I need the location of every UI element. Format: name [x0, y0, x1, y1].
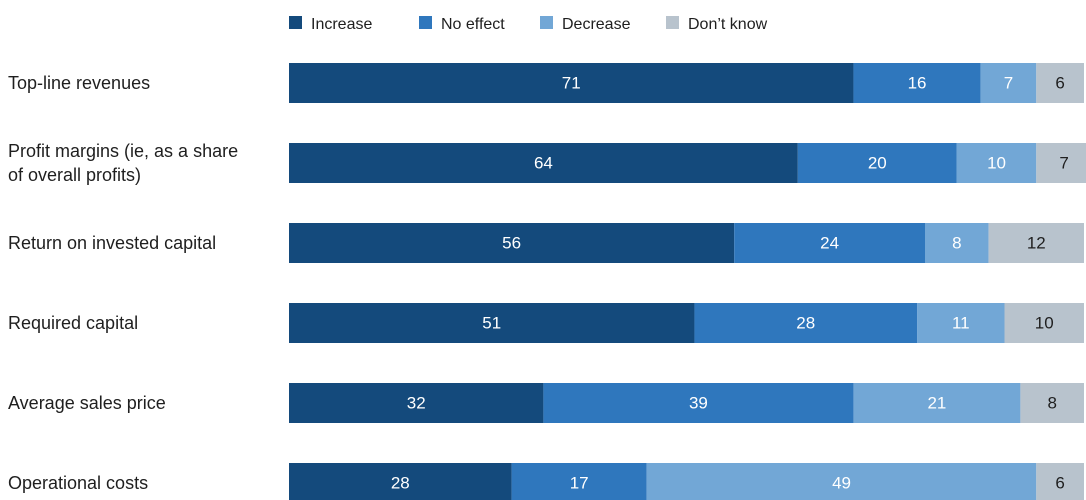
bar-segment — [289, 223, 735, 263]
bar-segment — [1004, 303, 1084, 343]
bar-segment — [1036, 63, 1084, 103]
data-label: 12 — [1027, 234, 1046, 253]
category-label: Operational costs — [8, 473, 148, 493]
data-label: 28 — [391, 474, 410, 493]
legend-label: Decrease — [562, 16, 631, 33]
data-label: 16 — [908, 74, 927, 93]
data-label: 8 — [1047, 394, 1056, 413]
category-label: Average sales price — [8, 393, 166, 413]
bar-segment — [694, 303, 918, 343]
bar-row: 64 20 10 7 — [289, 143, 1086, 183]
legend-swatch — [419, 16, 432, 29]
legend-label: No effect — [441, 16, 505, 33]
legend-item: Don’t know — [666, 16, 768, 33]
category-label: of overall profits) — [8, 165, 141, 185]
legend-swatch — [666, 16, 679, 29]
legend-label: Don’t know — [688, 16, 768, 33]
bar-segment — [289, 63, 854, 103]
legend: Increase No effect Decrease Don’t know — [289, 16, 768, 33]
data-label: 28 — [796, 314, 815, 333]
category-labels: Top-line revenues Profit margins (ie, as … — [8, 73, 238, 493]
data-label: 7 — [1059, 154, 1068, 173]
legend-item: No effect — [419, 16, 505, 33]
bar-segment — [925, 223, 989, 263]
bar-segment — [853, 63, 981, 103]
data-label: 49 — [832, 474, 851, 493]
data-label: 56 — [502, 234, 521, 253]
data-label: 32 — [407, 394, 426, 413]
category-label: Return on invested capital — [8, 233, 216, 253]
bar-segment — [917, 303, 1005, 343]
data-label: 20 — [868, 154, 887, 173]
data-label: 11 — [952, 314, 970, 333]
bar-segment — [988, 223, 1084, 263]
data-label: 71 — [562, 74, 581, 93]
bar-segment — [1036, 463, 1084, 500]
bar-row: 71 16 7 6 — [289, 63, 1084, 103]
bar-row: 51 28 11 10 — [289, 303, 1084, 343]
bar-row: 28 17 49 6 — [289, 463, 1084, 500]
bar-segment — [289, 383, 544, 423]
data-label: 6 — [1055, 474, 1064, 493]
legend-item: Increase — [289, 16, 372, 33]
bar-segment — [853, 383, 1021, 423]
bar-segment — [543, 383, 854, 423]
bar-segment — [1020, 383, 1084, 423]
data-label: 51 — [482, 314, 501, 333]
data-label: 8 — [952, 234, 961, 253]
bar-segment — [289, 463, 512, 500]
bar-row: 56 24 8 12 — [289, 223, 1084, 263]
category-label: Top-line revenues — [8, 73, 150, 93]
bar-row: 32 39 21 8 — [289, 383, 1084, 423]
category-label: Profit margins (ie, as a share — [8, 141, 238, 161]
legend-swatch — [540, 16, 553, 29]
data-label: 21 — [927, 394, 946, 413]
category-label: Required capital — [8, 313, 138, 333]
bar-segment — [956, 143, 1037, 183]
legend-label: Increase — [311, 16, 372, 33]
data-label: 6 — [1055, 74, 1064, 93]
bar-segment — [289, 303, 695, 343]
bar-segment — [289, 143, 798, 183]
bar-segment — [980, 63, 1037, 103]
data-label: 39 — [689, 394, 708, 413]
bar-segment — [734, 223, 925, 263]
legend-swatch — [289, 16, 302, 29]
bar-segment — [1036, 143, 1086, 183]
data-label: 17 — [570, 474, 589, 493]
bar-segment — [511, 463, 647, 500]
data-label: 64 — [534, 154, 553, 173]
data-label: 10 — [987, 154, 1006, 173]
data-label: 24 — [820, 234, 839, 253]
bar-segment — [646, 463, 1037, 500]
legend-item: Decrease — [540, 16, 631, 33]
data-label: 10 — [1035, 314, 1054, 333]
data-label: 7 — [1004, 74, 1013, 93]
bars: 71 16 7 6 64 20 10 7 56 24 8 12 51 28 11 10 32 39 21 8 28 17 4… — [289, 63, 1086, 500]
bar-segment — [797, 143, 957, 183]
